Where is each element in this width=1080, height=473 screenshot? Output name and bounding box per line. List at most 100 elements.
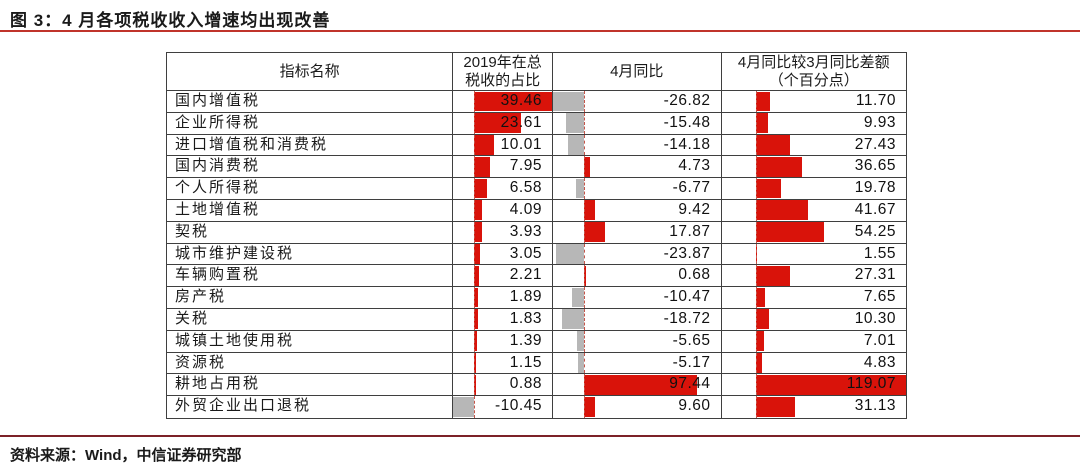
diff-bar [755,91,771,112]
bar-axis-line [474,265,476,287]
indicator-name-cell: 进口增值税和消费税 [167,134,454,157]
table-row: 个人所得税 6.58 -6.77 19.78 [167,178,907,200]
bar-axis-line [755,265,757,287]
diff-bar [755,353,762,373]
share-value: 4.09 [509,200,542,218]
diff-cell: 4.83 [721,352,907,375]
bar-axis-line [755,178,757,199]
diff-bar [755,374,907,395]
bar-axis-line [584,308,586,330]
yoy-bar [578,353,585,373]
bar-axis-line [755,330,757,352]
yoy-cell: -6.77 [552,178,722,200]
indicator-name-cell: 外贸企业出口退税 [167,396,454,418]
share-value: 0.88 [509,375,542,393]
yoy-bar [584,156,590,177]
bar-axis-line [474,396,476,418]
bar-axis-line [755,221,757,243]
yoy-cell: -15.48 [552,112,722,135]
yoy-cell: 9.60 [553,396,722,418]
tax-revenue-table: 指标名称 2019年在总税收的占比 4月同比 4月同比较3月同比差额（个百分点）… [166,52,907,419]
yoy-value: 17.87 [669,222,711,240]
share-cell: 1.83 [453,308,553,331]
bar-axis-line [474,91,476,112]
table-body: 国内增值税 39.46 -26.82 11.70 企业所得税 23.61 -15.48 9.9… [167,91,907,418]
share-bar [474,309,478,330]
share-bar [474,287,478,308]
bar-axis-line [474,330,476,352]
diff-cell: 27.31 [721,265,907,288]
yoy-bar [584,222,605,243]
share-cell: 3.05 [453,243,553,266]
share-cell: 7.95 [453,156,553,179]
table-row: 城镇土地使用税 1.39 -5.65 7.01 [167,330,907,353]
diff-bar [755,222,825,243]
share-value: 2.21 [509,266,542,284]
yoy-value: 97.44 [669,375,711,393]
share-value: 3.05 [509,244,542,262]
yoy-cell: -23.87 [552,243,722,266]
yoy-value: -14.18 [663,135,711,153]
yoy-bar [584,396,596,418]
share-cell: 3.93 [453,221,553,244]
bar-axis-line [584,91,586,112]
yoy-bar [576,178,585,199]
table-row: 企业所得税 23.61 -15.48 9.93 [167,112,907,135]
diff-cell: 31.13 [722,396,907,418]
share-bar [474,135,495,155]
diff-value: 7.01 [863,331,897,349]
bar-axis-line [584,112,586,134]
bar-axis-line [474,221,476,243]
diff-bar [755,287,766,308]
bar-axis-line [755,243,757,265]
share-cell: 1.39 [453,330,553,353]
table-row: 国内增值税 39.46 -26.82 11.70 [167,91,907,113]
footer-divider-line [0,435,1080,437]
diff-value: 27.43 [854,135,897,153]
diff-value: 31.13 [854,397,897,415]
table-row: 土地增值税 4.09 9.42 41.67 [167,199,907,222]
share-cell: 1.15 [453,352,553,375]
diff-cell: 9.93 [721,112,907,135]
bar-axis-line [474,352,476,374]
share-value: 39.46 [500,92,542,109]
yoy-cell: 0.68 [552,265,722,288]
yoy-value: 4.73 [678,157,711,175]
yoy-bar [571,287,585,308]
share-cell: 10.01 [453,134,553,157]
yoy-bar [584,374,697,395]
share-value: 1.83 [509,309,542,327]
bar-axis-line [474,287,476,308]
share-cell: 2.21 [453,265,553,288]
indicator-name-cell: 企业所得税 [167,112,454,135]
bar-axis-line [584,352,586,374]
diff-value: 10.30 [854,309,897,327]
table-row: 关税 1.83 -18.72 10.30 [167,308,907,331]
yoy-cell: -5.17 [552,352,722,375]
share-value: 7.95 [509,157,542,175]
title-divider-line [0,30,1080,32]
bar-axis-line [755,374,757,396]
diff-bar [755,396,795,418]
yoy-bar [556,244,585,264]
diff-value: 7.65 [863,288,897,306]
diff-bar [755,135,791,155]
share-bar [474,244,481,264]
bar-axis-line [584,374,586,396]
yoy-value: 0.68 [678,266,711,284]
share-bar [474,222,483,243]
bar-axis-line [755,199,757,221]
diff-value: 19.78 [854,179,897,197]
share-bar [474,353,477,373]
table-row: 房产税 1.89 -10.47 7.65 [167,287,907,309]
indicator-name-cell: 个人所得税 [167,178,454,200]
yoy-value: -5.17 [672,353,711,371]
bar-axis-line [474,199,476,221]
bar-axis-line [584,287,586,308]
diff-cell: 54.25 [721,221,907,244]
bar-axis-line [584,330,586,352]
indicator-name-cell: 车辆购置税 [167,265,454,288]
diff-cell: 10.30 [721,308,907,331]
bar-axis-line [474,134,476,156]
share-value: 1.39 [509,331,542,349]
